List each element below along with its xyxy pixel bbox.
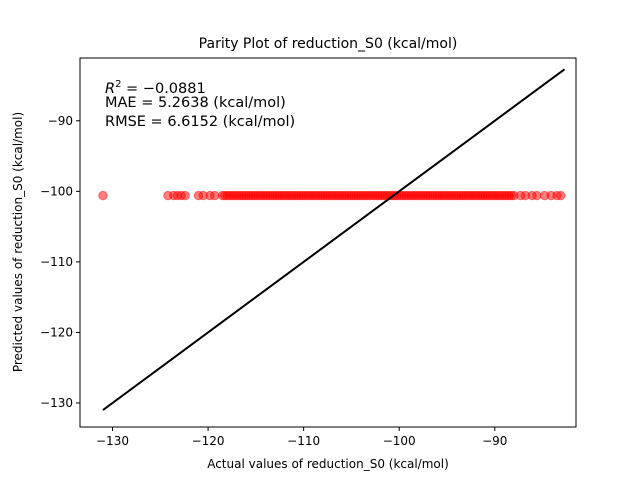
x-tick-label: −90 <box>482 434 507 448</box>
y-axis-label: Predicted values of reduction_S0 (kcal/m… <box>11 112 25 372</box>
data-point <box>180 190 190 201</box>
data-point <box>98 190 108 201</box>
x-tick-label: −130 <box>96 434 129 448</box>
x-tick-label: −110 <box>287 434 320 448</box>
data-point <box>210 190 220 201</box>
data-point <box>509 190 519 201</box>
x-axis-label: Actual values of reduction_S0 (kcal/mol) <box>207 457 449 471</box>
x-tick-label: −100 <box>383 434 416 448</box>
scatter-points <box>98 190 566 201</box>
y-tick-label: −110 <box>40 255 73 269</box>
y-tick-label: −130 <box>40 396 73 410</box>
r2-annotation: R2 = −0.0881 <box>105 79 206 97</box>
x-axis-ticks: −130 −120 −110 −100 −90 <box>96 427 507 448</box>
x-tick-label: −120 <box>192 434 225 448</box>
parity-line <box>102 68 566 411</box>
y-tick-label: −100 <box>40 184 73 198</box>
r2-symbol: R <box>105 81 115 97</box>
rmse-annotation: RMSE = 6.6152 (kcal/mol) <box>105 114 295 130</box>
y-axis-ticks: −130 −120 −110 −100 −90 <box>40 114 80 410</box>
chart-title: Parity Plot of reduction_S0 (kcal/mol) <box>199 36 458 52</box>
data-point <box>556 190 566 201</box>
y-tick-label: −90 <box>48 114 73 128</box>
r2-value: = −0.0881 <box>121 81 205 97</box>
plot-frame <box>79 57 577 428</box>
y-tick-label: −120 <box>40 325 73 339</box>
data-point <box>532 190 542 201</box>
r2-superscript: 2 <box>115 79 121 90</box>
mae-annotation: MAE = 5.2638 (kcal/mol) <box>105 95 286 111</box>
